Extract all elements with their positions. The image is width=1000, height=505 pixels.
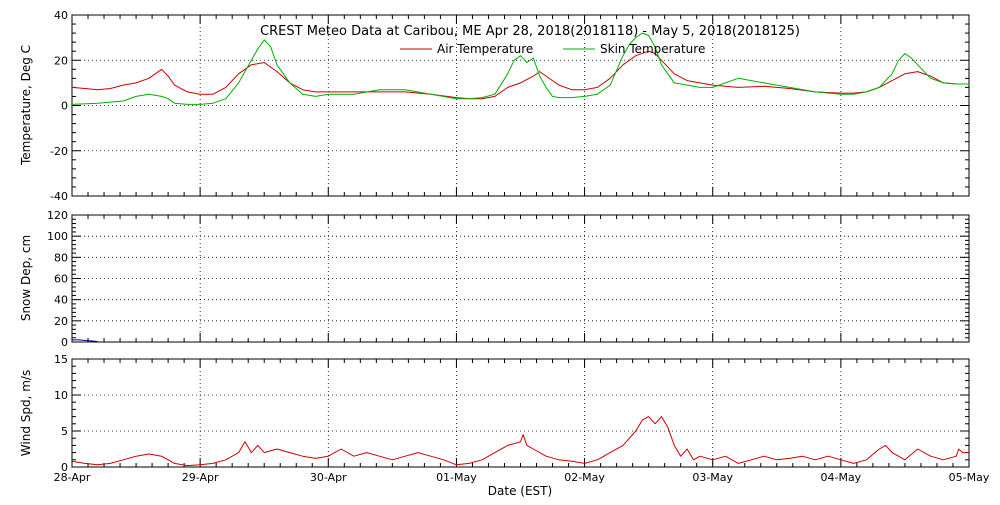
temperature-ytick-label: -40 xyxy=(50,190,68,203)
legend-label-air-temperature: Air Temperature xyxy=(437,42,533,56)
temperature-ytick-label: -20 xyxy=(50,145,68,158)
x-tick-label: 28-Apr xyxy=(54,471,91,484)
wind-speed-y-axis-label: Wind Spd, m/s xyxy=(19,370,33,456)
x-tick-label: 30-Apr xyxy=(310,471,347,484)
snow-depth-ytick-label: 20 xyxy=(54,315,68,328)
snow-depth-ytick-label: 100 xyxy=(47,230,68,243)
x-tick-label: 02-May xyxy=(564,471,605,484)
temperature-y-axis-label: Temperature, Deg C xyxy=(19,45,33,166)
snow-depth-ytick-label: 80 xyxy=(54,251,68,264)
x-tick-label: 29-Apr xyxy=(182,471,219,484)
snow-depth-ytick-label: 40 xyxy=(54,294,68,307)
temperature-ytick-label: 20 xyxy=(54,54,68,67)
snow-depth-ytick-label: 60 xyxy=(54,273,68,286)
snow-depth-panel: 0 20 40 60 80 100 120 xyxy=(47,209,970,349)
x-tick-label: 05-May xyxy=(949,471,990,484)
x-tick-label: 04-May xyxy=(820,471,861,484)
temperature-series-line-1 xyxy=(71,32,969,105)
snow-depth-ytick-label: 0 xyxy=(61,336,68,349)
legend: Air Temperature Skin Temperature xyxy=(400,42,705,56)
wind-speed-ytick-label: 15 xyxy=(54,353,68,366)
temperature-ytick-label: 0 xyxy=(61,100,68,113)
wind-speed-panel-frame xyxy=(71,358,970,468)
chart-title: CREST Meteo Data at Caribou, ME Apr 28, … xyxy=(260,24,800,39)
temperature-series-line-0 xyxy=(71,50,969,100)
snow-depth-y-axis-label: Snow Dep, cm xyxy=(19,235,33,321)
temperature-panel: -40 -20 0 20 40 xyxy=(50,9,970,203)
temperature-ytick-label: 40 xyxy=(54,9,68,22)
legend-label-skin-temperature: Skin Temperature xyxy=(600,42,705,56)
wind-speed-panel: 0 5 10 15 xyxy=(54,353,970,474)
wind-speed-ytick-label: 0 xyxy=(61,461,68,474)
wind-speed-ytick-label: 10 xyxy=(54,389,68,402)
x-tick-label: 01-May xyxy=(436,471,477,484)
snow-depth-ytick-label: 120 xyxy=(47,209,68,222)
wind-speed-series-line-0 xyxy=(71,416,969,467)
x-tick-label: 03-May xyxy=(692,471,733,484)
snow-depth-series-line-0 xyxy=(72,339,98,342)
x-axis-label: Date (EST) xyxy=(488,484,552,498)
wind-speed-ytick-label: 5 xyxy=(61,425,68,438)
